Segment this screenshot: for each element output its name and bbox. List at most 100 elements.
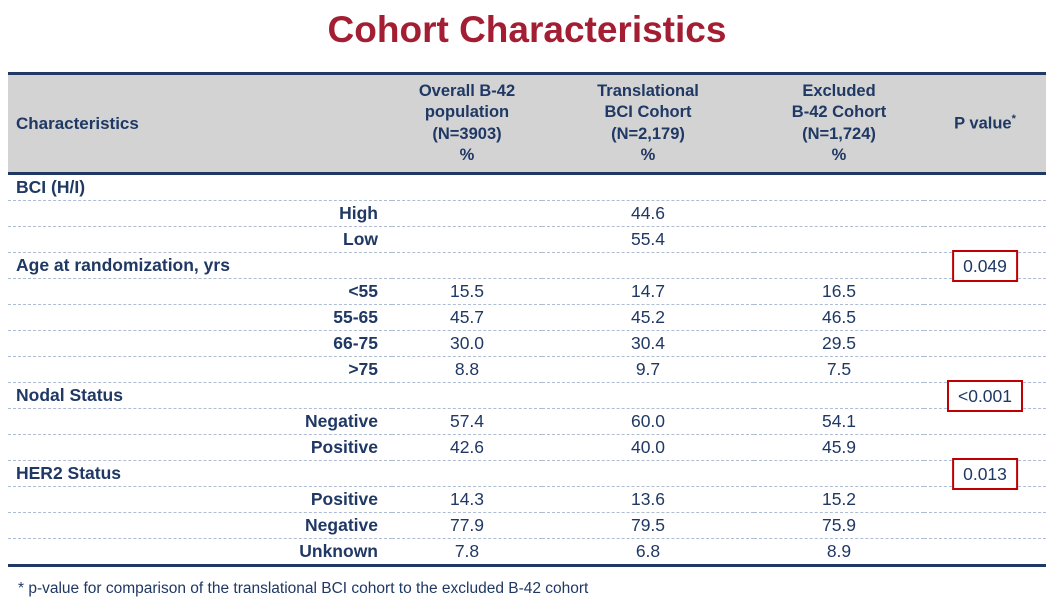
table-row-age: Age at randomization, yrs 0.049	[8, 249, 1046, 282]
row-label: <55	[348, 281, 378, 301]
table-row-her2-negative: Negative 77.9 79.5 75.9	[8, 513, 1046, 539]
cell-translational: 30.4	[630, 333, 666, 353]
table-row-age-66-75: 66-75 30.0 30.4 29.5	[8, 331, 1046, 357]
cell-excluded: 16.5	[821, 281, 857, 301]
cell-translational: 13.6	[630, 489, 666, 509]
cell-overall: 15.5	[449, 281, 485, 301]
row-label: Negative	[305, 411, 378, 431]
cell-pvalue	[924, 279, 1046, 305]
row-label: HER2 Status	[16, 463, 122, 483]
cell-translational: 9.7	[635, 359, 661, 379]
cell-overall: 30.0	[449, 333, 485, 353]
cell-pvalue	[924, 305, 1046, 331]
cell-pvalue	[924, 331, 1046, 357]
cell-overall: 45.7	[449, 307, 485, 327]
table-row-her2-positive: Positive 14.3 13.6 15.2	[8, 487, 1046, 513]
table-body: BCI (H/I) High 44.6 Low 55.4	[8, 174, 1046, 566]
row-label: 55-65	[333, 307, 378, 327]
cell-excluded: 75.9	[821, 515, 857, 535]
cell-pvalue	[924, 539, 1046, 566]
row-label: BCI (H/I)	[16, 177, 86, 197]
cell-overall: 8.8	[454, 359, 480, 379]
cell-excluded	[754, 174, 924, 201]
cell-overall	[392, 383, 542, 409]
cohort-characteristics-table: Characteristics Overall B-42 population …	[8, 72, 1046, 567]
table-row-age-lt55: <55 15.5 14.7 16.5	[8, 279, 1046, 305]
table-row-nodal-negative: Negative 57.4 60.0 54.1	[8, 409, 1046, 435]
cell-translational: 60.0	[630, 411, 666, 431]
cell-overall: 77.9	[449, 515, 485, 535]
row-label: Positive	[310, 489, 378, 509]
cell-excluded	[754, 227, 924, 253]
col-header-translational: Translational BCI Cohort (N=2,179) %	[542, 73, 754, 175]
table-row-bci: BCI (H/I)	[8, 174, 1046, 201]
cell-excluded: 45.9	[821, 437, 857, 457]
cell-overall	[392, 174, 542, 201]
table-row-nodal: Nodal Status <0.001	[8, 379, 1046, 412]
pvalue-asterisk: *	[1011, 113, 1016, 126]
p-value-box: 0.013	[952, 457, 1018, 490]
cell-translational: 44.6	[630, 203, 666, 223]
cell-excluded	[754, 461, 924, 487]
cell-excluded: 46.5	[821, 307, 857, 327]
cell-overall	[392, 253, 542, 279]
cell-overall	[392, 227, 542, 253]
cell-translational	[542, 253, 754, 279]
cell-translational: 79.5	[630, 515, 666, 535]
cell-pvalue: <0.001	[924, 379, 1046, 412]
cell-overall	[392, 201, 542, 227]
cell-translational: 55.4	[630, 229, 666, 249]
col-header-pvalue: P value*	[924, 73, 1046, 175]
table-row-age-gt75: >75 8.8 9.7 7.5	[8, 357, 1046, 383]
row-label: Nodal Status	[16, 385, 123, 405]
cell-excluded: 7.5	[826, 359, 852, 379]
cell-translational	[542, 461, 754, 487]
cell-overall	[392, 461, 542, 487]
cell-excluded: 8.9	[826, 541, 852, 561]
slide-title: Cohort Characteristics	[327, 9, 727, 50]
cell-translational: 14.7	[630, 281, 666, 301]
cell-pvalue	[924, 174, 1046, 201]
table-row-her2: HER2 Status 0.013	[8, 457, 1046, 490]
row-label: High	[339, 203, 378, 223]
p-value-box: <0.001	[946, 379, 1024, 412]
table-row-her2-unknown: Unknown 7.8 6.8 8.9	[8, 539, 1046, 566]
table-row-nodal-positive: Positive 42.6 40.0 45.9	[8, 435, 1046, 461]
cell-overall: 42.6	[449, 437, 485, 457]
col-header-overall: Overall B-42 population (N=3903) %	[392, 73, 542, 175]
cell-excluded	[754, 201, 924, 227]
cell-translational	[542, 383, 754, 409]
row-label: Low	[343, 229, 378, 249]
cell-pvalue	[924, 513, 1046, 539]
footnote: * p-value for comparison of the translat…	[18, 580, 589, 597]
cell-pvalue: 0.013	[924, 457, 1046, 490]
row-label: 66-75	[333, 333, 378, 353]
cell-overall: 14.3	[449, 489, 485, 509]
table-header: Characteristics Overall B-42 population …	[8, 73, 1046, 175]
cell-excluded: 54.1	[821, 411, 857, 431]
cell-pvalue	[924, 201, 1046, 227]
cell-excluded	[754, 253, 924, 279]
cell-translational	[542, 174, 754, 201]
cell-pvalue	[924, 487, 1046, 513]
table-row-age-55-65: 55-65 45.7 45.2 46.5	[8, 305, 1046, 331]
row-label: Positive	[310, 437, 378, 457]
row-label: Negative	[305, 515, 378, 535]
cell-excluded: 29.5	[821, 333, 857, 353]
cell-overall: 57.4	[449, 411, 485, 431]
p-value-box: 0.049	[952, 249, 1018, 282]
col-header-excluded: Excluded B-42 Cohort (N=1,724) %	[754, 73, 924, 175]
cell-translational: 6.8	[635, 541, 661, 561]
cell-excluded: 15.2	[821, 489, 857, 509]
cell-overall: 7.8	[454, 541, 480, 561]
cell-pvalue	[924, 409, 1046, 435]
row-label: Unknown	[299, 541, 378, 561]
cell-translational: 45.2	[630, 307, 666, 327]
table-row-bci-low: Low 55.4	[8, 227, 1046, 253]
header-row: Characteristics Overall B-42 population …	[8, 73, 1046, 175]
cell-translational: 40.0	[630, 437, 666, 457]
col-header-characteristics: Characteristics	[8, 73, 392, 175]
row-label: >75	[348, 359, 378, 379]
cell-pvalue: 0.049	[924, 249, 1046, 282]
